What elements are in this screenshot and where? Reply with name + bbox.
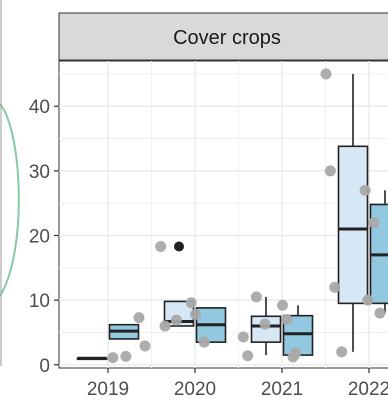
data-point <box>259 318 271 330</box>
x-tick-label: 2019 <box>87 379 129 400</box>
data-point <box>237 331 249 343</box>
x-axis: 2019 2020 2021 2022 <box>87 368 388 400</box>
data-point <box>185 297 197 309</box>
data-point <box>359 184 371 196</box>
data-point <box>139 340 151 352</box>
data-point <box>320 68 332 80</box>
data-point <box>198 336 210 348</box>
x-tick-label: 2021 <box>261 379 303 400</box>
data-point <box>242 350 254 362</box>
data-point <box>159 320 171 332</box>
x-tick-label: 2020 <box>174 379 216 400</box>
data-point <box>324 165 336 177</box>
box-2022-light <box>337 145 369 305</box>
y-axis: 0 10 20 30 40 <box>29 97 59 377</box>
data-point <box>277 299 288 311</box>
strip-background <box>58 12 388 61</box>
y-tick-label: 20 <box>29 227 50 248</box>
data-point <box>281 314 293 326</box>
panel-title: Cover crops <box>173 27 281 49</box>
data-point <box>107 352 119 364</box>
y-tick-label: 40 <box>29 97 50 118</box>
data-point <box>362 294 374 306</box>
data-point <box>374 307 386 319</box>
data-point <box>120 350 132 362</box>
data-point <box>336 346 348 358</box>
data-point <box>170 314 182 326</box>
neighbor-panel-arc <box>0 103 20 297</box>
y-tick-label: 0 <box>39 356 50 377</box>
data-point <box>190 308 201 320</box>
x-tick-label: 2022 <box>348 379 388 400</box>
major-gridlines <box>59 61 388 368</box>
box-series <box>76 73 388 361</box>
minor-gridlines <box>59 61 388 368</box>
data-point <box>155 240 167 252</box>
data-point <box>290 347 302 359</box>
data-point <box>368 217 380 229</box>
data-point <box>329 281 341 293</box>
data-point <box>250 291 262 303</box>
data-point <box>133 312 145 324</box>
y-tick-label: 10 <box>29 291 50 312</box>
box-outlier <box>174 241 184 252</box>
y-tick-label: 30 <box>29 162 50 183</box>
jitter-points <box>107 68 386 364</box>
